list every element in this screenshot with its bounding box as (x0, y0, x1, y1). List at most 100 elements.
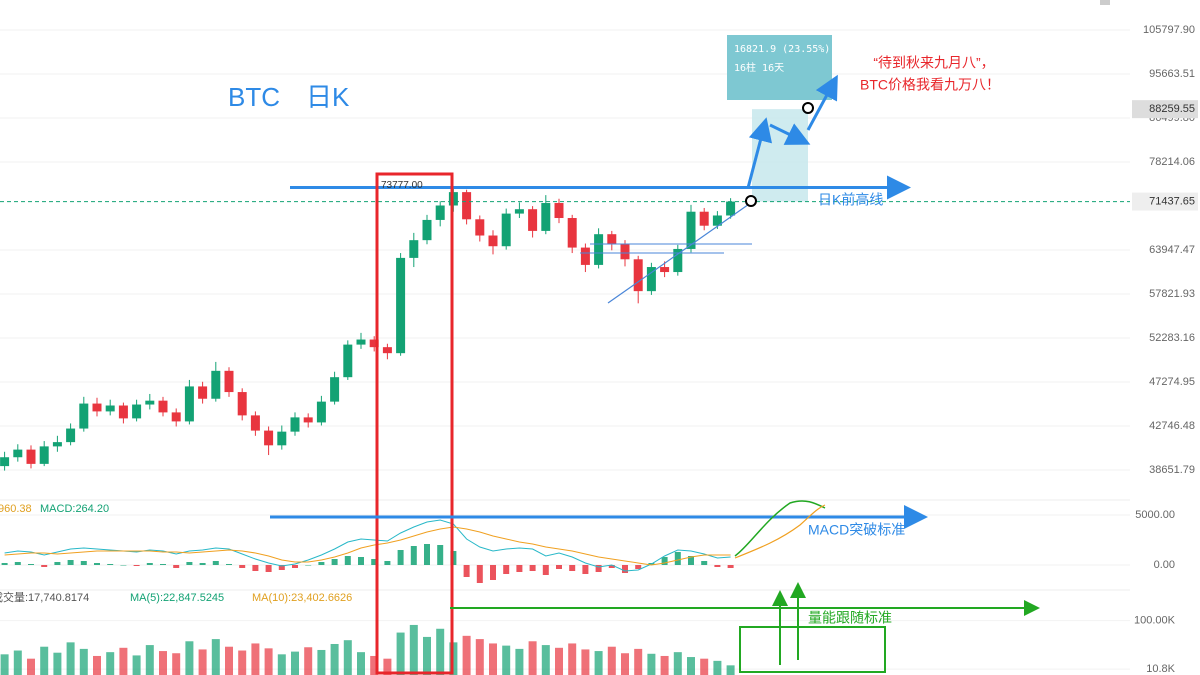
grid (0, 29, 1130, 670)
volume-bar (515, 648, 524, 675)
macd-bar (661, 557, 668, 565)
candle-body (105, 405, 115, 412)
candle-body (686, 211, 696, 249)
macd-bar (622, 565, 628, 573)
y-tick-label: 5000.00 (1135, 509, 1175, 521)
candle-body (699, 211, 709, 226)
candle-body (554, 203, 564, 219)
macd-bar (305, 565, 312, 566)
volume-bar (555, 647, 563, 675)
marker-circle (802, 102, 814, 114)
y-tick-label: 78214.06 (1149, 156, 1195, 168)
volume-bar (423, 636, 431, 675)
y-tick-label: 63947.47 (1149, 244, 1195, 256)
candle-body (673, 248, 683, 273)
volume-legend: MA(5):22,847.5245 (130, 592, 224, 604)
macd-bar (292, 565, 298, 568)
macd-bar (120, 565, 127, 566)
volume-bar (251, 643, 260, 675)
volume-bar (502, 645, 511, 675)
volume-bar (541, 645, 550, 675)
candle-body (171, 412, 181, 422)
y-tick-label: 47274.95 (1149, 376, 1195, 388)
macd-bar (688, 556, 694, 565)
candle-body (594, 234, 604, 265)
candle-body (132, 404, 142, 419)
volume-bar (370, 655, 379, 675)
candle-body (198, 386, 208, 399)
macd-bar (424, 544, 430, 565)
candle-body (66, 428, 76, 443)
y-tick-label: 100.00K (1134, 615, 1176, 627)
macd-bar (582, 565, 589, 574)
y-tick-label: 38651.79 (1149, 464, 1195, 476)
volume-bar (673, 652, 682, 675)
candle-body (158, 400, 168, 413)
volume-bar (264, 648, 273, 675)
macd-legend: 960.38 (0, 503, 32, 515)
macd-bar (107, 564, 114, 565)
y-tick-label: 105797.90 (1143, 24, 1195, 36)
volume-bar (528, 641, 537, 675)
volume-bar (304, 647, 313, 675)
macd-bar (41, 565, 48, 567)
candle-body (660, 267, 670, 273)
candle-body (26, 449, 36, 464)
macd-bar (80, 561, 87, 565)
volume-bar (357, 652, 365, 675)
macd-bar (94, 563, 100, 565)
volume-bar (66, 642, 75, 675)
candle-body (435, 205, 445, 220)
volume-bar (93, 655, 101, 675)
macd-bar (714, 565, 721, 567)
macd-bar (278, 565, 285, 570)
candle-body (607, 234, 617, 245)
candle-body (79, 403, 89, 429)
macd-bar (358, 557, 364, 565)
macd-bar (265, 565, 272, 572)
macd-bar (516, 565, 523, 572)
projection-arrow (769, 123, 811, 145)
quote-line: “待到秋来九月八”， (873, 55, 994, 71)
volume-bar (436, 628, 445, 675)
volume-bar (581, 649, 590, 675)
toolbar-icon[interactable] (1100, 0, 1110, 5)
resistance-label: 日K前高线 (818, 192, 883, 208)
volume-box (739, 626, 886, 673)
volume-label: 量能跟随标准 (808, 610, 892, 626)
candle-body (501, 213, 511, 247)
volume-bar (475, 639, 484, 675)
target-price-label: 88259.55 (1149, 103, 1195, 115)
macd-bar (344, 556, 351, 565)
candle-body (211, 370, 221, 399)
macd-bar (410, 546, 417, 565)
macd-bar (160, 564, 166, 565)
candle-body (409, 240, 419, 258)
volume-bar (462, 635, 471, 675)
volume-bar (40, 646, 49, 675)
macd-bar (542, 565, 549, 575)
volume-bar (383, 658, 392, 675)
candle-body (396, 257, 406, 354)
volume-bar (607, 646, 616, 675)
macd-bar (569, 565, 576, 571)
macd-bar (727, 565, 734, 568)
macd-bar (529, 565, 536, 571)
candle-body (92, 403, 102, 412)
macd-bar (239, 565, 246, 568)
macd-bar (133, 565, 140, 566)
macd-bar (635, 565, 642, 569)
macd-bar (595, 565, 602, 572)
macd-bar (199, 563, 206, 565)
candle-body (646, 267, 656, 292)
projection-arrow (806, 74, 838, 131)
volume-bar (13, 650, 22, 675)
macd-bar (476, 565, 483, 583)
volume-bar (700, 658, 709, 675)
macd-bar (173, 565, 180, 568)
current-price-label: 71437.65 (1149, 195, 1195, 207)
macd-line (4, 519, 731, 572)
macd-bar (397, 550, 404, 565)
volume-legend: 成交量:17,740.8174 (0, 590, 89, 604)
y-tick-label: 57821.93 (1149, 288, 1195, 300)
